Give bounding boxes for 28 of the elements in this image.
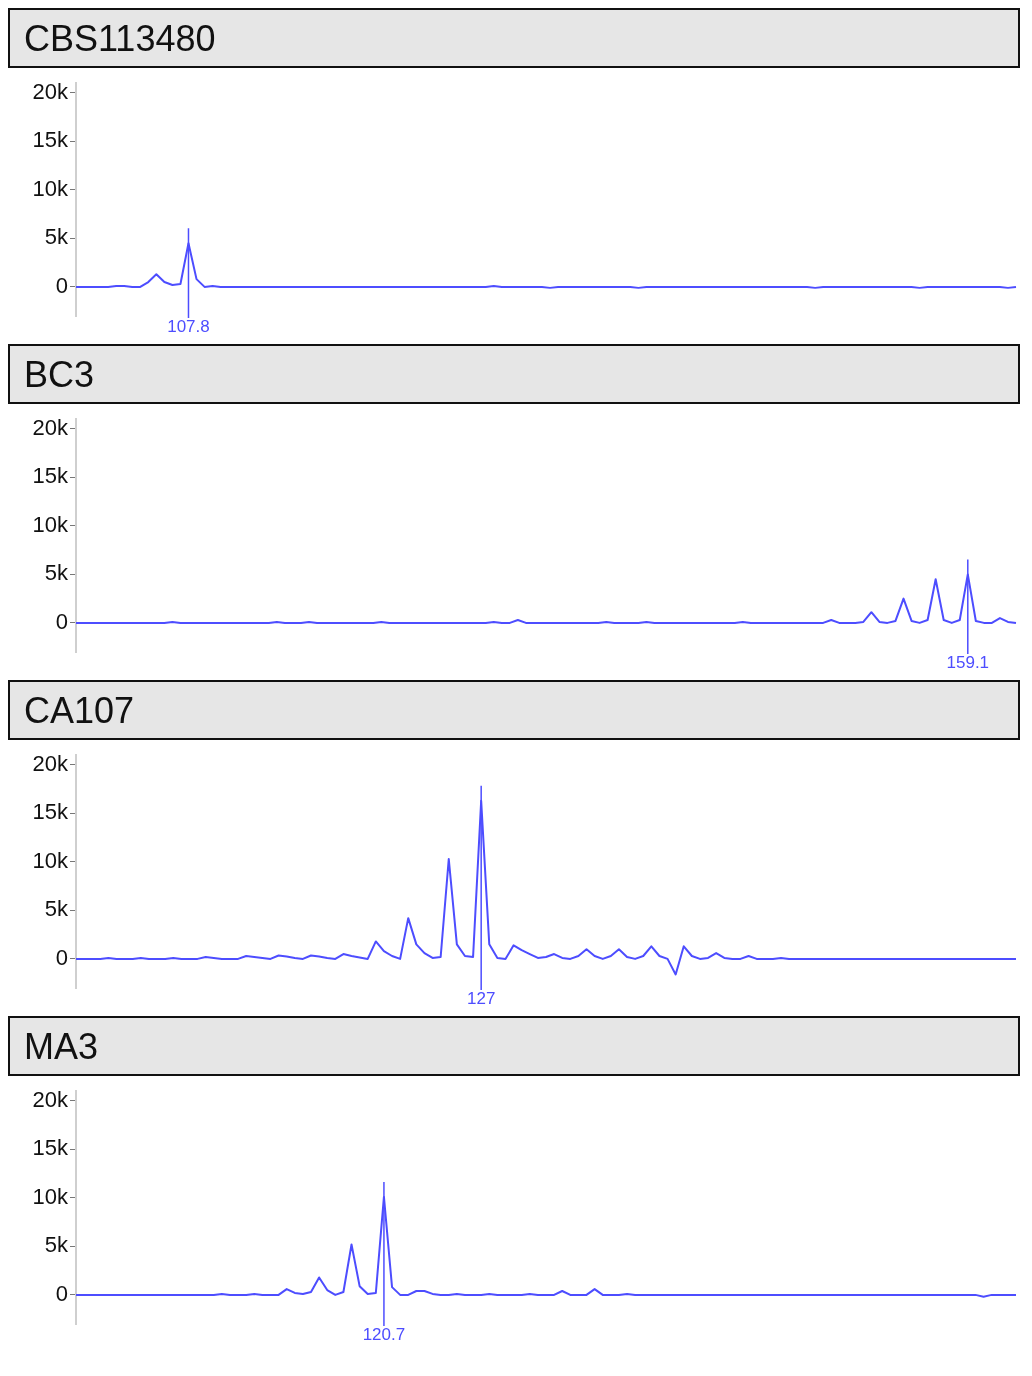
- y-tick-label: 5k: [44, 560, 69, 586]
- chart-title: BC3: [8, 344, 1020, 404]
- y-tick-label: 10k: [32, 1183, 69, 1209]
- y-tick-label: 20k: [32, 1086, 69, 1112]
- y-tick-label: 5k: [44, 896, 69, 922]
- chart-title: CA107: [8, 680, 1020, 740]
- chart-title: MA3: [8, 1016, 1020, 1076]
- y-tick-label: 0: [55, 1280, 68, 1306]
- y-tick-label: 10k: [32, 175, 69, 201]
- y-tick-label: 10k: [32, 511, 69, 537]
- text: 120.7: [362, 1325, 406, 1345]
- y-tick-label: 5k: [44, 224, 69, 250]
- y-tick-label: 20k: [32, 78, 69, 104]
- chart-title: CBS113480: [8, 8, 1020, 68]
- y-tick-label: 15k: [32, 799, 69, 825]
- y-tick-label: 15k: [32, 463, 69, 489]
- y-tick-label: 5k: [44, 1232, 69, 1258]
- y-tick-label: 20k: [32, 414, 69, 440]
- y-tick-label: 0: [55, 608, 68, 634]
- y-tick-label: 0: [55, 272, 68, 298]
- y-tick-label: 0: [55, 944, 68, 970]
- text: 127: [466, 989, 496, 1009]
- y-tick-label: 15k: [32, 1135, 69, 1161]
- y-tick-label: 20k: [32, 750, 69, 776]
- y-tick-label: 10k: [32, 847, 69, 873]
- text: 107.8: [167, 317, 210, 337]
- y-tick-label: 15k: [32, 127, 69, 153]
- text: 159.1: [946, 653, 990, 673]
